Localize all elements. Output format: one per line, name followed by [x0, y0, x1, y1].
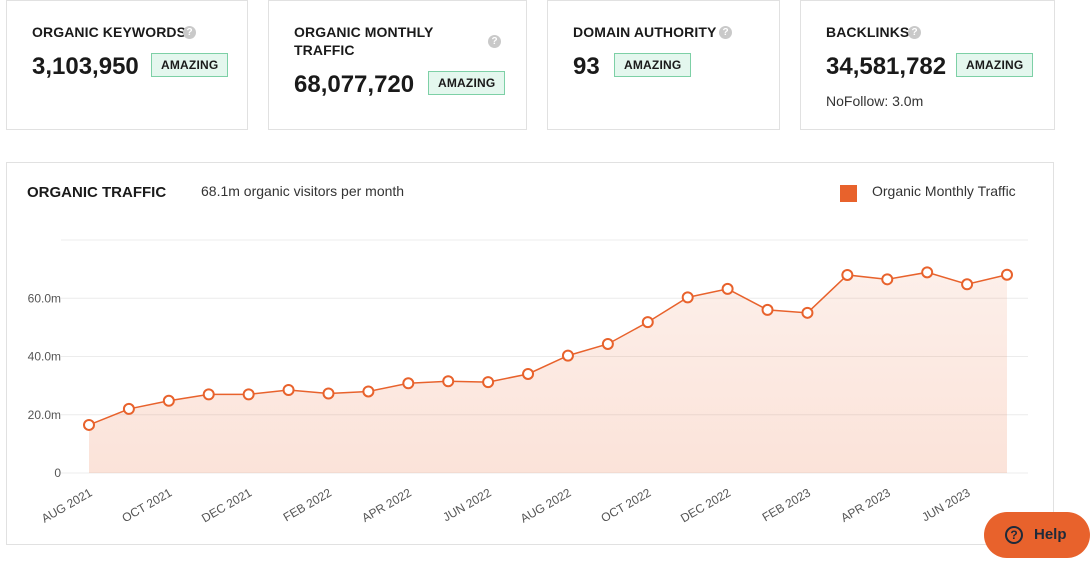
nofollow-note: NoFollow: 3.0m: [826, 93, 924, 109]
data-point: [202, 388, 215, 401]
y-tick-label: 40.0m: [28, 350, 61, 364]
data-point: [522, 367, 535, 380]
metric-card-keywords: ORGANIC KEYWORDS ? 3,103,950 AMAZING: [6, 0, 248, 130]
legend-label: Organic Monthly Traffic: [872, 183, 1016, 199]
data-point: [242, 388, 255, 401]
data-point: [881, 273, 894, 286]
series-line: [88, 271, 1008, 426]
x-tick-label: AUG 2021: [39, 485, 95, 525]
x-tick-label: DEC 2022: [678, 485, 733, 525]
legend-swatch: [840, 185, 857, 202]
data-point: [322, 387, 335, 400]
card-title: ORGANIC MONTHLY TRAFFIC: [294, 24, 434, 58]
metric-card-backlinks: BACKLINKS ? 34,581,782 AMAZING NoFollow:…: [800, 0, 1055, 130]
data-point: [122, 402, 135, 415]
data-point: [162, 394, 175, 407]
card-title: DOMAIN AUTHORITY: [573, 24, 717, 40]
traffic-area-chart: 0 20.0m 40.0m 60.0m AUG 2021 OCT 2021 DEC 202…: [28, 239, 1028, 526]
chart-title: ORGANIC TRAFFIC: [27, 184, 167, 201]
help-icon[interactable]: ?: [719, 26, 732, 39]
data-point: [601, 337, 614, 350]
data-point: [362, 385, 375, 398]
help-icon[interactable]: ?: [183, 26, 196, 39]
series-area: [89, 272, 1007, 473]
x-tick-label: FEB 2022: [281, 485, 334, 524]
help-icon[interactable]: ?: [908, 26, 921, 39]
data-point: [83, 418, 95, 431]
metric-value: 93: [573, 53, 600, 80]
data-point: [561, 349, 574, 362]
data-point: [801, 306, 814, 319]
chart-subtitle: 68.1m organic visitors per month: [201, 183, 405, 199]
status-badge: AMAZING: [151, 53, 229, 77]
x-tick-label: APR 2022: [359, 485, 414, 525]
data-point: [841, 268, 854, 281]
y-tick-label: 0: [54, 466, 61, 480]
help-button[interactable]: ? Help: [984, 512, 1090, 558]
status-badge: AMAZING: [956, 53, 1034, 77]
x-tick-label: DEC 2021: [199, 485, 254, 525]
data-point: [921, 266, 934, 279]
help-icon[interactable]: ?: [488, 35, 501, 48]
x-tick-label: AUG 2022: [518, 485, 574, 525]
data-point: [482, 376, 495, 389]
x-tick-label: JUN 2022: [440, 485, 493, 524]
y-tick-label: 20.0m: [28, 408, 61, 422]
status-badge: AMAZING: [428, 71, 506, 95]
card-title: ORGANIC KEYWORDS: [32, 24, 187, 40]
data-point: [721, 282, 734, 295]
organic-traffic-chart-card: ORGANIC TRAFFIC 68.1m organic visitors p…: [6, 162, 1054, 545]
question-icon: ?: [1005, 526, 1023, 544]
x-tick-label: OCT 2022: [599, 485, 654, 525]
data-point: [442, 375, 455, 388]
data-point: [761, 303, 774, 316]
data-point: [1001, 268, 1013, 281]
x-tick-label: APR 2023: [838, 485, 893, 525]
card-title: BACKLINKS: [826, 24, 910, 40]
x-tick-label: FEB 2023: [760, 485, 813, 524]
data-point: [402, 377, 415, 390]
metric-card-domain-authority: DOMAIN AUTHORITY ? 93 AMAZING: [547, 0, 780, 130]
metric-value: 3,103,950: [32, 53, 139, 80]
data-point: [681, 291, 694, 304]
x-tick-label: OCT 2021: [120, 485, 175, 525]
metric-value: 68,077,720: [294, 71, 415, 98]
y-tick-label: 60.0m: [28, 291, 61, 305]
status-badge: AMAZING: [614, 53, 692, 77]
data-point: [641, 316, 654, 329]
data-point: [282, 383, 295, 396]
metric-card-traffic: ORGANIC MONTHLY TRAFFIC ? 68,077,720 AMA…: [268, 0, 527, 130]
metric-value: 34,581,782: [826, 53, 947, 80]
data-point: [961, 278, 974, 291]
x-tick-label: JUN 2023: [919, 485, 972, 524]
help-button-label: Help: [1034, 526, 1067, 543]
